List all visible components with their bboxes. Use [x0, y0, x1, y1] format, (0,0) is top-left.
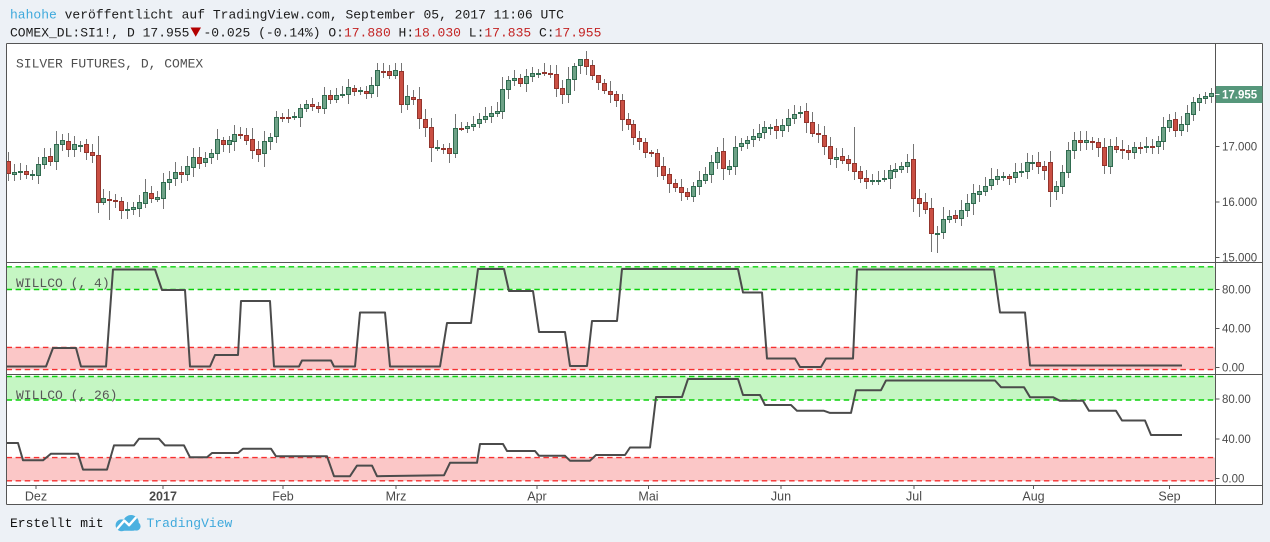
- svg-text:40.00: 40.00: [1222, 324, 1251, 336]
- svg-text:Erstellt mit: Erstellt mit: [10, 516, 104, 531]
- svg-text:SILVER FUTURES, D, COMEX: SILVER FUTURES, D, COMEX: [16, 57, 203, 72]
- svg-text:WILLCO (, 4): WILLCO (, 4): [16, 276, 110, 291]
- svg-text:Jul: Jul: [906, 490, 922, 504]
- svg-text:80.00: 80.00: [1222, 285, 1251, 297]
- svg-text:Apr: Apr: [527, 490, 546, 504]
- svg-text:16.000: 16.000: [1222, 197, 1257, 209]
- svg-text:17.000: 17.000: [1222, 142, 1257, 154]
- svg-text:15.000: 15.000: [1222, 253, 1257, 265]
- svg-text:Jun: Jun: [771, 490, 791, 504]
- svg-text:hahohe veröffentlicht auf Trad: hahohe veröffentlicht auf TradingView.co…: [10, 8, 564, 23]
- svg-text:-0.025 (-0.14%) O:17.880 H:18.: -0.025 (-0.14%) O:17.880 H:18.030 L:17.8…: [204, 26, 602, 41]
- svg-text:COMEX_DL:SI1!, D 17.955: COMEX_DL:SI1!, D 17.955: [10, 26, 189, 41]
- svg-text:17.955: 17.955: [1222, 90, 1258, 102]
- svg-text:Mrz: Mrz: [386, 490, 407, 504]
- svg-text:0.00: 0.00: [1222, 363, 1244, 375]
- svg-text:Feb: Feb: [272, 490, 294, 504]
- svg-text:TradingView: TradingView: [147, 516, 233, 531]
- svg-text:2017: 2017: [149, 490, 177, 504]
- svg-text:WILLCO (, 26): WILLCO (, 26): [16, 388, 117, 403]
- svg-text:80.00: 80.00: [1222, 394, 1251, 406]
- svg-text:40.00: 40.00: [1222, 434, 1251, 446]
- svg-text:Aug: Aug: [1022, 490, 1044, 504]
- svg-text:0.00: 0.00: [1222, 474, 1244, 486]
- svg-text:Dez: Dez: [25, 490, 47, 504]
- svg-text:Mai: Mai: [638, 490, 658, 504]
- svg-text:Sep: Sep: [1158, 490, 1180, 504]
